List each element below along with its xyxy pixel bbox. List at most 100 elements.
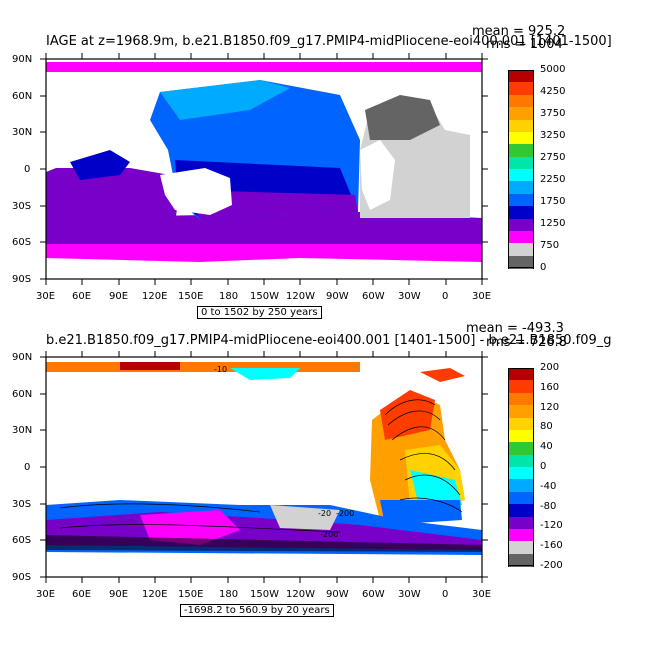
colorbar-label: -120 (540, 520, 563, 532)
contour-label: -20 (318, 509, 332, 518)
lat-label: 30N (12, 425, 33, 436)
panel-1-field (46, 62, 482, 262)
lon-label: 120E (142, 589, 168, 600)
colorbar-label: 3250 (540, 130, 566, 141)
atlantic-contours (59, 399, 463, 533)
lon-label: 90W (326, 589, 349, 600)
panel-1-colorbar (508, 70, 534, 269)
lon-label: 120W (286, 589, 315, 600)
panel-1-rms: rms = 1004 (486, 37, 563, 52)
panel-2-rms: rms = 726.8 (486, 335, 567, 350)
colorbar-frame (508, 368, 534, 566)
panel-2-mean: mean = -493.3 (466, 321, 564, 336)
lat-label: 90N (12, 54, 33, 65)
lon-label: 30W (398, 589, 421, 600)
south-atlantic-blue (380, 500, 462, 525)
colorbar-label: 750 (540, 240, 560, 251)
panel-1-colorbar-labels: 5000 4250 3750 3250 2750 2250 1750 1250 750 0 (540, 64, 620, 290)
colorbar-label: 2750 (540, 152, 566, 163)
panel-1-mean: mean = 925.2 (472, 24, 566, 39)
colorbar-label: 200 (540, 362, 560, 373)
south-america (360, 140, 395, 210)
panel-1-range: 0 to 1502 by 250 years (197, 306, 322, 319)
contour-label: -200 (336, 509, 355, 518)
lon-label: 90E (109, 291, 129, 302)
greenland-red (420, 368, 465, 382)
panel-2-title: b.e21.B1850.f09_g17.PMIP4-midPliocene-eo… (46, 333, 612, 348)
contour-cluster (46, 535, 482, 552)
colorbar-label: 160 (540, 381, 560, 393)
colorbar-label: -80 (540, 500, 557, 512)
panel-2-colorbar (508, 368, 534, 567)
lat-label: 60S (12, 237, 32, 248)
lat-label: 60S (12, 535, 32, 546)
panel-2-ticks (40, 351, 488, 583)
australia (160, 168, 232, 215)
colorbar-label: 2250 (540, 174, 566, 185)
atlantic-red (380, 390, 435, 440)
lon-label: 60E (72, 291, 92, 302)
panel-2-colorbar-labels: 200 160 120 80 40 0 -40 -80 -120 -160 -200 (540, 362, 620, 588)
lon-label: 180 (219, 589, 239, 600)
north-atlantic-dark (365, 95, 440, 140)
lon-label: 150W (250, 589, 279, 600)
lat-label: 90S (12, 572, 32, 583)
colorbar-label: 0 (540, 461, 547, 472)
colorbar-label: 1750 (540, 196, 566, 207)
colorbar-label: 0 (540, 262, 547, 273)
arctic-band (46, 362, 360, 372)
colorbar-label: 5000 (540, 64, 566, 75)
lon-label: 30E (472, 589, 492, 600)
arctic-cyan (230, 368, 300, 380)
lon-label: 0 (442, 589, 449, 600)
contour-label: -10 (214, 365, 228, 374)
lon-label: 150W (250, 291, 279, 302)
lat-label: 30S (12, 499, 32, 510)
lat-label: 90N (12, 352, 33, 363)
arctic-red (120, 362, 180, 370)
panel-2-field (46, 362, 482, 555)
southern-gray (270, 505, 340, 530)
lat-label: 90S (12, 274, 32, 285)
southern-ocean-band (46, 243, 482, 262)
colorbar-label: 80 (540, 421, 553, 433)
lon-label: 120E (142, 291, 168, 302)
lon-label: 30E (472, 291, 492, 302)
colorbar-frame (508, 70, 534, 268)
lon-label: 150E (178, 291, 204, 302)
colorbar-label: 1250 (540, 218, 566, 229)
lat-label: 0 (24, 462, 31, 473)
lat-label: 30N (12, 127, 33, 138)
panel-2-range: -1698.2 to 560.9 by 20 years (180, 604, 334, 617)
lat-label: 60N (12, 91, 33, 102)
lat-label: 0 (24, 164, 31, 175)
lon-label: 150E (178, 589, 204, 600)
colorbar-label: -160 (540, 540, 563, 552)
lat-label: 60N (12, 389, 33, 400)
colorbar-label: 40 (540, 441, 553, 453)
bay-of-bengal (70, 150, 130, 180)
north-pacific (160, 80, 290, 120)
lon-label: 0 (442, 291, 449, 302)
lon-label: 90W (326, 291, 349, 302)
lon-label: 180 (219, 291, 239, 302)
colorbar-label: -40 (540, 480, 557, 492)
lon-label: 30W (398, 291, 421, 302)
lon-label: 60E (72, 589, 92, 600)
indian-ocean (46, 168, 178, 232)
colorbar-label: 3750 (540, 108, 566, 119)
colorbar-label: 120 (540, 401, 560, 413)
colorbar-label: 4250 (540, 86, 566, 97)
southern-magenta (140, 510, 240, 545)
panel-1-title: IAGE at z=1968.9m, b.e21.B1850.f09_g17.P… (46, 34, 612, 49)
lon-label: 30E (36, 589, 56, 600)
lon-label: 60W (362, 589, 385, 600)
lon-label: 90E (109, 589, 129, 600)
arctic-band (46, 62, 482, 72)
lat-label: 30S (12, 201, 32, 212)
lon-label: 120W (286, 291, 315, 302)
contour-label: -200 (320, 530, 339, 539)
panel-1-ticks (40, 53, 488, 285)
